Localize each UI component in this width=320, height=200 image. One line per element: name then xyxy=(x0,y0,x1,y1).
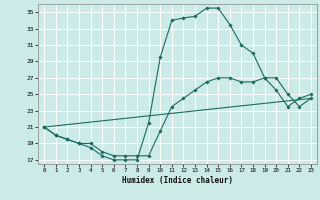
X-axis label: Humidex (Indice chaleur): Humidex (Indice chaleur) xyxy=(122,176,233,185)
